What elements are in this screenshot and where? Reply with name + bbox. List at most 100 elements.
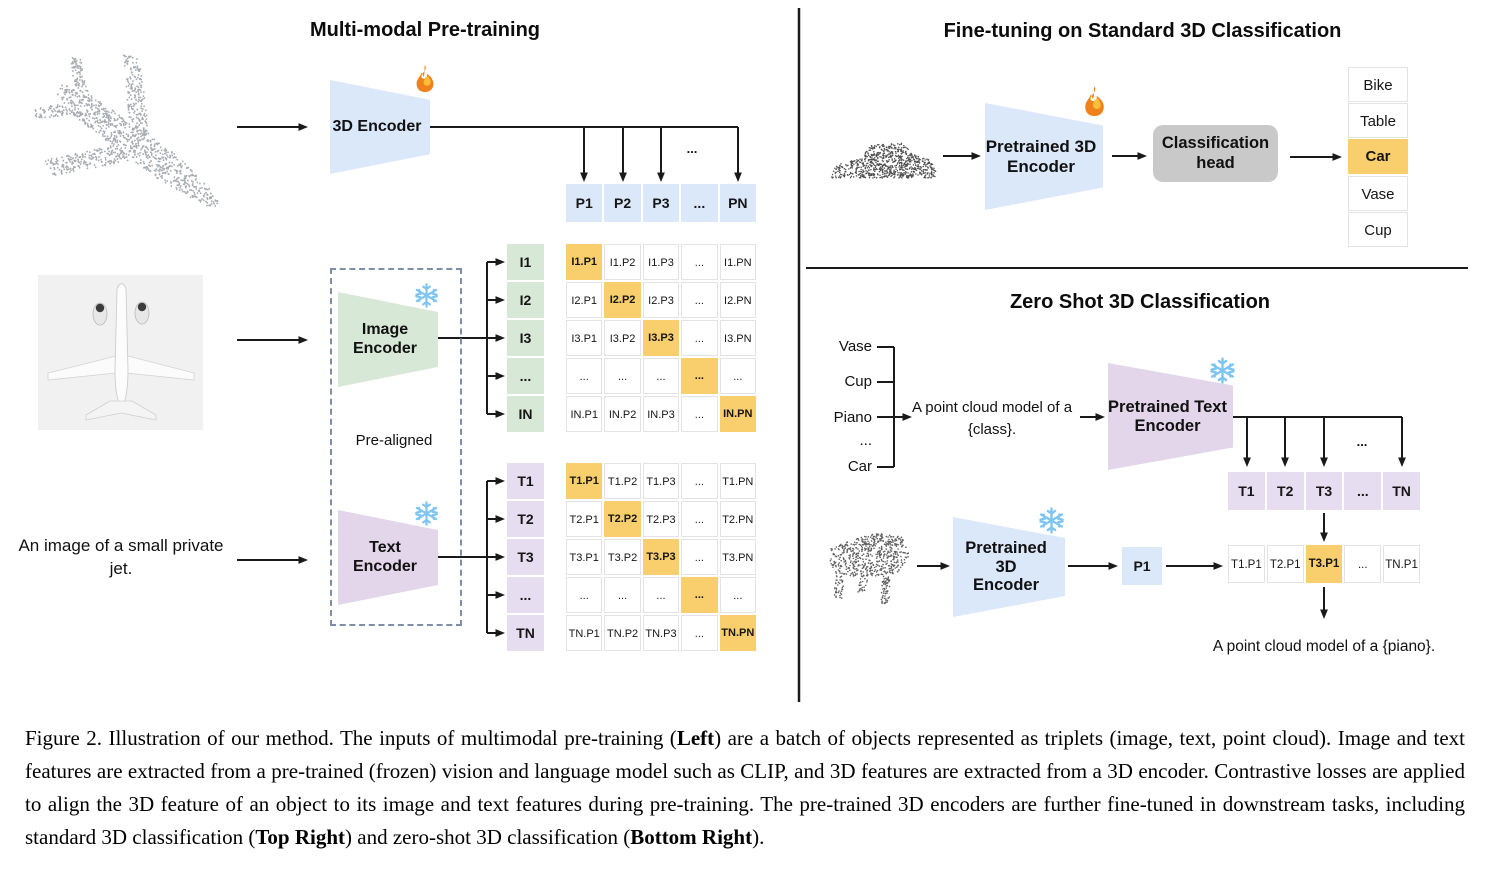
zeroshot-similarity-cell: T3.P1 — [1305, 545, 1343, 583]
snowflake-icon — [1208, 356, 1237, 385]
ellipsis-label: ... — [1356, 434, 1368, 449]
airplane-point-cloud — [34, 54, 219, 207]
class-list-item: Car — [1348, 139, 1408, 175]
image-similarity-cell: ... — [566, 358, 603, 394]
pretrained-text-encoder-label-line2: Encoder — [1134, 416, 1201, 435]
text-similarity-cell: ... — [719, 577, 756, 613]
zeroshot-similarity-cell: ... — [1344, 545, 1382, 583]
image-encoder-label-line1: Image — [361, 321, 409, 339]
zeroshot-result-text: A point cloud model of a {piano}. — [1212, 638, 1436, 655]
zeroshot-text-feature-cell: T1 — [1228, 472, 1265, 510]
text-similarity-cell: T2.P2 — [604, 501, 641, 537]
image-similarity-cell: I2.P2 — [604, 282, 641, 318]
image-similarity-cell: I1.PN — [719, 244, 756, 280]
p1-feature-box: P1 — [1122, 547, 1162, 585]
text-similarity-cell: T1.P3 — [642, 463, 680, 499]
image-similarity-cell: IN.P2 — [604, 396, 641, 432]
zeroshot-text-feature-cell: T2 — [1266, 472, 1304, 510]
airplane-image — [38, 275, 203, 430]
image-similarity-cell: IN.PN — [719, 396, 756, 432]
p-feature-cell: P2 — [604, 184, 641, 222]
prompt-class-label: Piano — [833, 409, 872, 426]
text-feature-cell: TN — [507, 615, 544, 651]
zeroshot-3d-encoder-label-line2: Encoder — [972, 576, 1040, 595]
class-list-item: Vase — [1348, 175, 1408, 211]
text-feature-cell: T1 — [507, 463, 544, 499]
image-similarity-cell: ... — [681, 282, 718, 318]
image-feature-cell: I2 — [507, 282, 544, 318]
3d-encoder-trapezoid: 3D Encoder — [330, 80, 430, 174]
snowflake-icon — [1037, 506, 1066, 535]
text-similarity-cell: T3.P1 — [566, 539, 603, 575]
image-similarity-cell: ... — [681, 320, 718, 356]
pre-aligned-dashed-box — [330, 268, 462, 626]
image-similarity-cell: I1.P3 — [642, 244, 680, 280]
image-encoder-label-line2: Encoder — [352, 339, 417, 357]
piano-point-cloud — [829, 533, 910, 605]
image-feature-cell: IN — [507, 396, 544, 432]
text-similarity-cell: T1.PN — [719, 463, 756, 499]
image-feature-cell: I3 — [507, 320, 544, 356]
class-list-item: Bike — [1348, 67, 1408, 102]
prompt-class-label: Vase — [838, 338, 872, 355]
pre-aligned-label: Pre-aligned — [355, 432, 433, 449]
text-similarity-cell: T2.P3 — [642, 501, 680, 537]
text-feature-cell: T3 — [507, 539, 544, 575]
p-feature-cell: P3 — [642, 184, 680, 222]
pretrained-3d-encoder-label-line2: Encoder — [1006, 156, 1076, 176]
image-similarity-cell: I3.PN — [719, 320, 756, 356]
image-similarity-cell: I1.P2 — [604, 244, 641, 280]
text-similarity-cell: ... — [681, 615, 718, 651]
text-similarity-cell: T2.PN — [719, 501, 756, 537]
zeroshot-title: Zero Shot 3D Classification — [1009, 291, 1271, 313]
pretrained-text-encoder-label-line1: Pretrained Text — [1108, 397, 1227, 416]
image-similarity-cell: ... — [719, 358, 756, 394]
text-similarity-cell: T2.P1 — [566, 501, 603, 537]
figure-caption: Figure 2. Illustration of our method. Th… — [25, 726, 1465, 849]
snowflake-icon — [413, 500, 440, 527]
text-similarity-cell: ... — [604, 577, 641, 613]
zeroshot-similarity-cell: TN.P1 — [1383, 545, 1420, 583]
ellipsis-label: ... — [686, 141, 698, 156]
text-encoder-label-line1: Text — [369, 539, 401, 557]
text-similarity-cell: TN.P2 — [604, 615, 641, 651]
p-feature-cell: P1 — [566, 184, 603, 222]
snowflake-icon — [413, 282, 440, 309]
text-feature-cell: T2 — [507, 501, 544, 537]
zeroshot-similarity-cell: T1.P1 — [1228, 545, 1265, 583]
text-similarity-cell: T1.P2 — [604, 463, 641, 499]
prompt-template-text: A point cloud model of a {class}. — [911, 399, 1073, 438]
image-similarity-cell: I3.P1 — [566, 320, 603, 356]
p-feature-cell: PN — [719, 184, 756, 222]
text-feature-cell: ... — [507, 577, 544, 613]
3d-encoder-label: 3D Encoder — [332, 117, 422, 135]
fire-icon — [410, 63, 440, 93]
classification-head-label-line2: head — [1196, 153, 1235, 172]
left-panel-title: Multi-modal Pre-training — [310, 19, 540, 41]
image-similarity-cell: ... — [642, 358, 680, 394]
text-similarity-cell: TN.P1 — [566, 615, 603, 651]
finetune-title: Fine-tuning on Standard 3D Classificatio… — [943, 20, 1342, 42]
image-similarity-cell: IN.P1 — [566, 396, 603, 432]
text-similarity-cell: ... — [681, 577, 718, 613]
image-feature-cell: I1 — [507, 244, 544, 280]
text-similarity-cell: ... — [681, 501, 718, 537]
zeroshot-text-feature-cell: TN — [1383, 472, 1420, 510]
image-similarity-cell: I2.P1 — [566, 282, 603, 318]
pretrained-3d-encoder-trapezoid: Pretrained 3D Encoder — [985, 103, 1103, 210]
text-similarity-cell: ... — [681, 539, 718, 575]
zeroshot-3d-encoder-label-line1: Pretrained 3D — [965, 538, 1047, 576]
image-similarity-cell: ... — [681, 244, 718, 280]
zeroshot-text-feature-cell: T3 — [1305, 472, 1343, 510]
image-similarity-cell: I3.P3 — [642, 320, 680, 356]
text-similarity-cell: ... — [642, 577, 680, 613]
image-similarity-cell: I2.PN — [719, 282, 756, 318]
class-list-item: Table — [1348, 103, 1408, 139]
image-similarity-cell: IN.P3 — [642, 396, 680, 432]
text-similarity-cell: T3.PN — [719, 539, 756, 575]
prompt-class-label: Car — [847, 458, 872, 475]
fire-icon — [1078, 84, 1111, 117]
text-similarity-cell: T1.P1 — [566, 463, 603, 499]
text-similarity-cell: T3.P2 — [604, 539, 641, 575]
